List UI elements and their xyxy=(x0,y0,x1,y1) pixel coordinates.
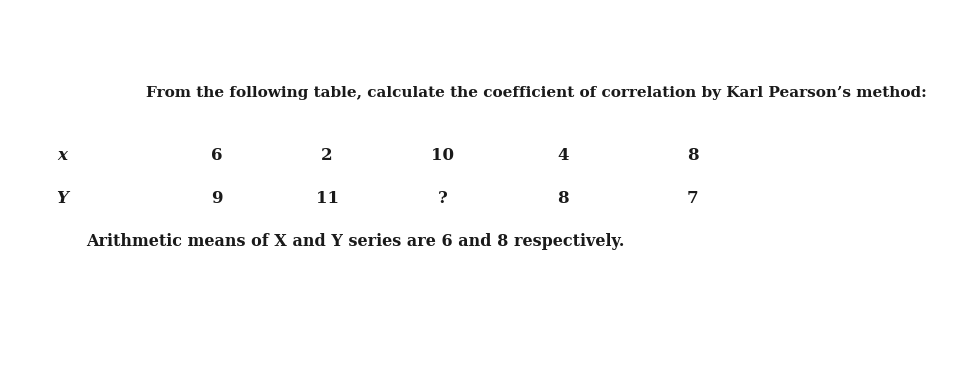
Text: From the following table, calculate the coefficient of correlation by Karl Pears: From the following table, calculate the … xyxy=(146,86,926,100)
Text: 10: 10 xyxy=(431,147,454,164)
Text: Y: Y xyxy=(57,190,68,207)
Text: ?: ? xyxy=(437,190,447,207)
Text: 2: 2 xyxy=(321,147,333,164)
Text: 8: 8 xyxy=(686,147,698,164)
Text: x: x xyxy=(58,147,67,164)
Text: 11: 11 xyxy=(315,190,338,207)
Text: 8: 8 xyxy=(556,190,568,207)
Text: 4: 4 xyxy=(556,147,568,164)
Text: 7: 7 xyxy=(686,190,698,207)
Text: 6: 6 xyxy=(210,147,222,164)
Text: Arithmetic means of X and Y series are 6 and 8 respectively.: Arithmetic means of X and Y series are 6… xyxy=(86,233,625,250)
Text: 9: 9 xyxy=(210,190,222,207)
